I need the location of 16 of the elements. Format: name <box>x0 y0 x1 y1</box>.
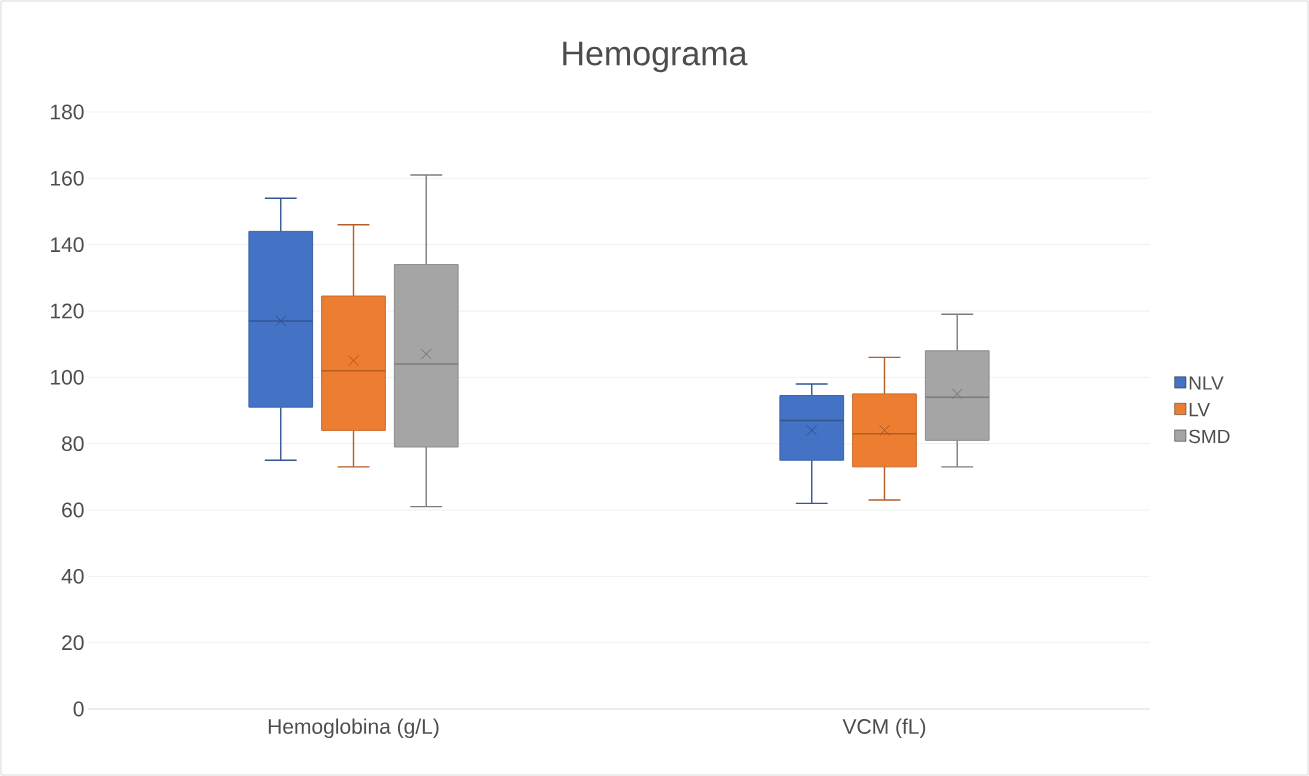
y-tick-label: 120 <box>51 303 84 319</box>
y-tick-label: 140 <box>51 237 84 253</box>
legend-label: NLV <box>1189 376 1224 390</box>
y-tick-label: 20 <box>62 635 84 651</box>
x-tick-label: Hemoglobina (g/L) <box>268 718 439 739</box>
x-tick-label: VCM (fL) <box>842 718 926 739</box>
y-tick-label: 100 <box>51 369 84 385</box>
y-tick-label: 0 <box>73 701 84 717</box>
y-tick-label: 160 <box>51 170 84 186</box>
y-tick-label: 40 <box>61 568 84 584</box>
y-tick-label: 180 <box>51 104 84 120</box>
y-tick-label: 80 <box>62 436 84 452</box>
y-tick-label: 60 <box>62 502 84 518</box>
legend-label: SMD <box>1189 429 1230 444</box>
chart-title: Hemograma <box>563 41 748 73</box>
legend-label: LV <box>1189 403 1210 417</box>
